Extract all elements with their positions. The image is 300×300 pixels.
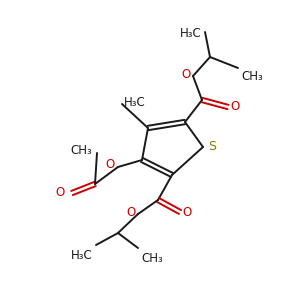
Text: S: S <box>208 140 216 154</box>
Text: O: O <box>182 206 192 218</box>
Text: H₃C: H₃C <box>180 27 202 40</box>
Text: O: O <box>105 158 115 172</box>
Text: CH₃: CH₃ <box>141 252 163 265</box>
Text: H₃C: H₃C <box>71 249 93 262</box>
Text: O: O <box>126 206 136 218</box>
Text: CH₃: CH₃ <box>70 144 92 157</box>
Text: O: O <box>56 187 65 200</box>
Text: H₃C: H₃C <box>124 96 146 109</box>
Text: O: O <box>230 100 240 113</box>
Text: O: O <box>182 68 190 80</box>
Text: CH₃: CH₃ <box>241 70 263 83</box>
